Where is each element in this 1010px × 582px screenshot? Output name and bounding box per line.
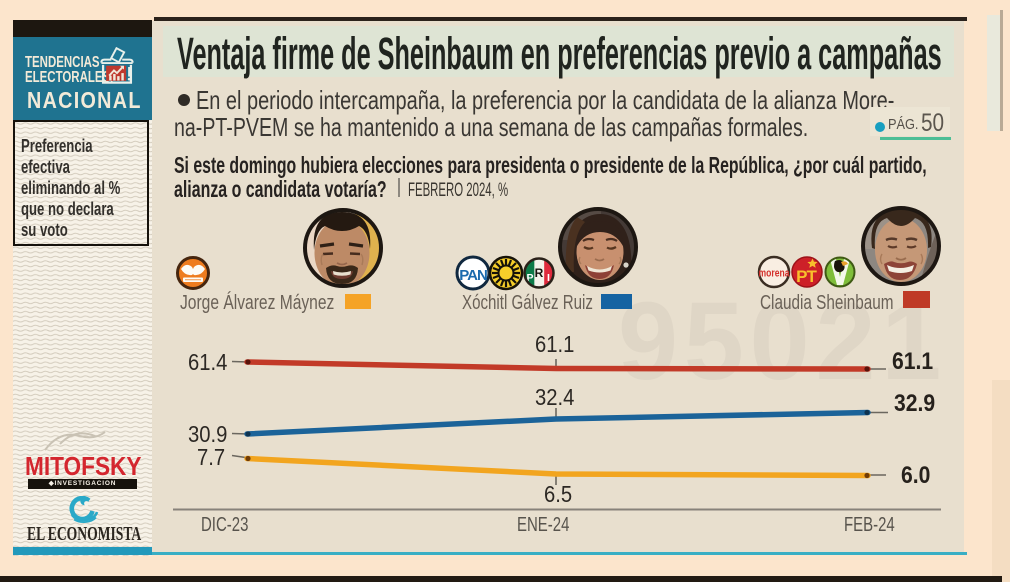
svg-text:PAN: PAN <box>459 267 487 284</box>
svg-text:R: R <box>535 266 544 280</box>
svg-text:PT: PT <box>796 267 817 286</box>
svg-text:morena: morena <box>759 268 790 280</box>
svg-text:P: P <box>526 272 533 284</box>
svg-text:I: I <box>547 272 550 284</box>
